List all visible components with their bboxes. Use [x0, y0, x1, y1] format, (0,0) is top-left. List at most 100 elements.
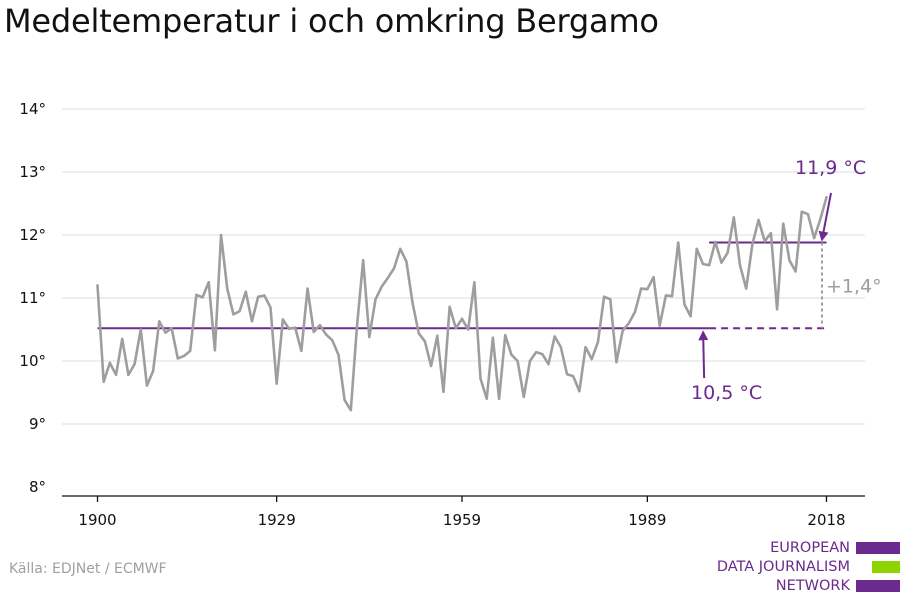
- data-point-1951: [411, 301, 414, 305]
- data-point-1992: [664, 294, 667, 297]
- logo-bar-purple-bottom: [856, 580, 900, 592]
- data-point-1907: [139, 328, 142, 331]
- data-point-1932: [294, 326, 297, 329]
- line-chart: 8° 9° 10° 11° 12° 13° 14° 1900 1929 1959 1989 2018…: [19, 100, 882, 529]
- logo-line-european: EUROPEAN: [770, 540, 850, 556]
- data-point-1998: [701, 262, 705, 266]
- data-point-1973: [547, 363, 550, 366]
- series-layer: [96, 195, 828, 412]
- data-point-1974: [553, 335, 556, 338]
- label-baseline-average: 10,5 °C: [691, 382, 762, 404]
- data-point-1939: [337, 353, 340, 356]
- data-point-2006: [751, 243, 754, 246]
- data-point-2000: [714, 240, 717, 244]
- annotations: +1,4° 10,5 °C 11,9 °C: [691, 157, 882, 404]
- logo-line-data-journalism: DATA JOURNALISM: [716, 559, 850, 575]
- data-point-1961: [473, 281, 476, 284]
- y-tick-label-9: 9°: [29, 415, 46, 433]
- data-point-1931: [287, 327, 291, 330]
- data-point-1963: [485, 397, 488, 400]
- data-point-1953: [423, 340, 427, 343]
- data-point-2005: [745, 287, 748, 290]
- data-point-1943: [362, 259, 365, 262]
- data-point-2013: [794, 270, 797, 273]
- data-point-1970: [528, 359, 532, 363]
- data-point-1968: [516, 359, 519, 363]
- y-tick-label-14: 14°: [19, 100, 46, 118]
- data-point-1981: [596, 341, 600, 344]
- x-tick-label-1989: 1989: [628, 511, 666, 529]
- data-point-1990: [652, 276, 655, 279]
- data-point-1987: [633, 310, 637, 313]
- data-point-1915: [189, 349, 192, 353]
- data-point-1980: [590, 358, 593, 361]
- x-tick-label-1900: 1900: [78, 511, 116, 529]
- data-point-1954: [430, 364, 433, 368]
- data-point-2012: [788, 259, 791, 262]
- data-point-1913: [176, 357, 179, 360]
- data-point-1949: [399, 247, 402, 250]
- data-point-1902: [108, 361, 111, 364]
- data-point-1940: [343, 398, 346, 402]
- data-point-1917: [201, 296, 204, 299]
- data-point-2009: [769, 232, 772, 235]
- data-point-1903: [114, 373, 118, 376]
- data-point-1901: [102, 380, 105, 383]
- data-point-1999: [708, 264, 711, 267]
- data-point-1945: [374, 298, 377, 301]
- x-tick-label-2018: 2018: [807, 511, 845, 529]
- label-recent-average: 11,9 °C: [795, 157, 866, 179]
- data-point-1966: [504, 334, 507, 337]
- x-axis: 1900 1929 1959 1989 2018: [62, 495, 865, 529]
- data-point-2007: [757, 218, 760, 221]
- arrow-baseline-average: [698, 330, 709, 379]
- data-point-1942: [355, 325, 359, 328]
- data-point-2002: [726, 251, 729, 254]
- data-point-1934: [306, 287, 309, 290]
- data-point-1925: [250, 320, 254, 323]
- data-point-1912: [170, 327, 173, 330]
- data-point-1941: [349, 409, 352, 412]
- data-point-2015: [806, 213, 810, 216]
- data-point-1982: [602, 295, 606, 298]
- data-point-1947: [386, 276, 389, 279]
- data-point-1900: [96, 284, 99, 287]
- data-point-1950: [405, 260, 408, 263]
- data-point-1964: [491, 336, 494, 339]
- data-point-1916: [195, 293, 198, 296]
- x-tick-label-1959: 1959: [443, 511, 481, 529]
- data-point-2018: [825, 196, 828, 199]
- logo-line-network: NETWORK: [775, 578, 850, 594]
- data-point-1955: [436, 334, 439, 337]
- data-point-1921: [226, 287, 229, 290]
- data-point-2008: [763, 240, 766, 243]
- y-tick-label-11: 11°: [19, 289, 46, 307]
- data-point-1926: [257, 295, 260, 298]
- data-point-1971: [535, 351, 538, 354]
- data-point-1972: [541, 352, 544, 356]
- data-point-1985: [621, 329, 624, 332]
- data-point-2003: [732, 216, 735, 219]
- data-point-1957: [448, 305, 451, 308]
- data-point-1911: [164, 331, 167, 334]
- data-point-1904: [121, 337, 124, 341]
- data-point-1988: [640, 287, 643, 290]
- data-point-1930: [281, 318, 284, 321]
- y-tick-label-13: 13°: [19, 163, 46, 181]
- data-point-1994: [677, 241, 680, 244]
- difference-label: +1,4°: [826, 275, 882, 297]
- data-point-2004: [738, 264, 742, 267]
- data-point-1909: [152, 369, 155, 373]
- data-point-1946: [380, 285, 383, 288]
- data-point-1908: [145, 384, 149, 387]
- data-point-1944: [368, 335, 371, 339]
- data-point-1906: [133, 363, 136, 366]
- chart-title: Medeltemperatur i och omkring Bergamo: [4, 2, 659, 40]
- data-point-1922: [232, 313, 235, 316]
- data-point-1997: [695, 247, 698, 250]
- y-axis-tick-labels: 8° 9° 10° 11° 12° 13° 14°: [19, 100, 46, 496]
- data-point-1918: [207, 281, 210, 284]
- data-point-1960: [467, 328, 470, 331]
- data-point-1976: [565, 373, 569, 376]
- data-point-1977: [572, 375, 575, 378]
